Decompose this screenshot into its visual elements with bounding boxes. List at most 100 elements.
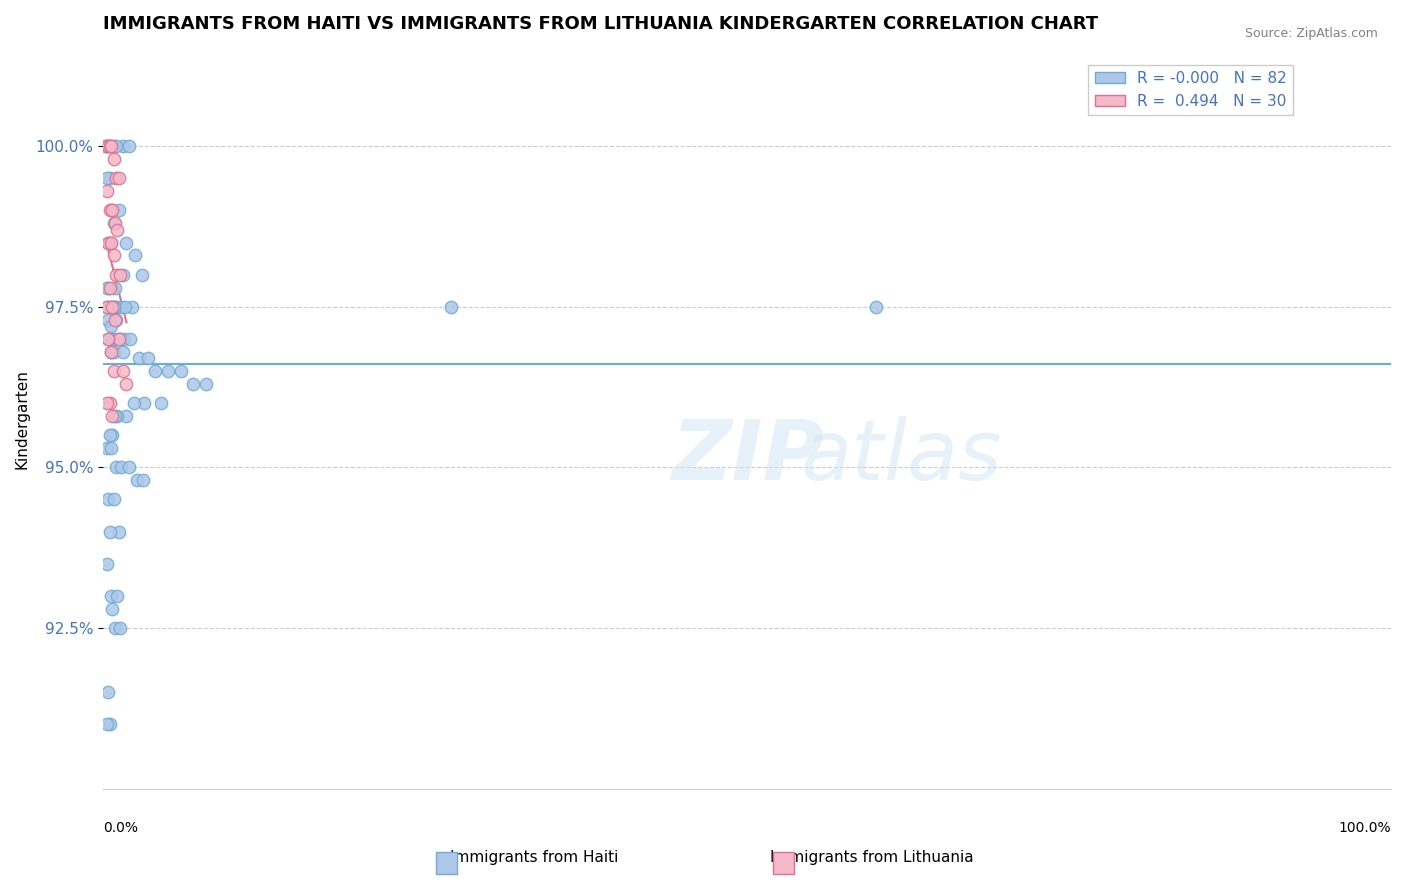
Point xyxy=(100,344,122,359)
Point xyxy=(107,409,129,423)
Point xyxy=(97,235,120,250)
Point xyxy=(96,139,118,153)
Point xyxy=(156,364,179,378)
Point xyxy=(101,203,124,218)
Point xyxy=(100,344,122,359)
Point xyxy=(103,300,125,314)
Point xyxy=(96,280,118,294)
Point xyxy=(115,376,138,391)
Point xyxy=(169,364,191,378)
Point xyxy=(110,460,132,475)
Point xyxy=(103,216,125,230)
Point xyxy=(107,332,129,346)
Point xyxy=(105,312,128,326)
Point xyxy=(108,268,131,282)
Point xyxy=(103,248,125,262)
Point xyxy=(98,332,121,346)
Point xyxy=(96,441,118,455)
Point xyxy=(96,300,118,314)
Text: Source: ZipAtlas.com: Source: ZipAtlas.com xyxy=(1244,27,1378,40)
Point xyxy=(97,492,120,507)
Point xyxy=(103,364,125,378)
Point xyxy=(103,300,125,314)
Point xyxy=(110,300,132,314)
Point xyxy=(122,396,145,410)
Point xyxy=(103,139,125,153)
Point xyxy=(134,396,156,410)
Text: 0.0%: 0.0% xyxy=(103,821,138,835)
Point xyxy=(98,280,121,294)
Point xyxy=(114,300,136,314)
Point xyxy=(105,171,128,186)
Point xyxy=(104,409,127,423)
Point xyxy=(440,300,463,314)
Text: atlas: atlas xyxy=(801,416,1002,497)
Point xyxy=(865,300,887,314)
Point xyxy=(120,332,142,346)
Point xyxy=(112,332,135,346)
Point xyxy=(107,524,129,539)
Point xyxy=(111,344,134,359)
Y-axis label: Kindergarten: Kindergarten xyxy=(15,369,30,469)
Point xyxy=(108,621,131,635)
Point xyxy=(97,685,120,699)
Point xyxy=(115,235,138,250)
Point xyxy=(98,300,121,314)
Point xyxy=(98,396,121,410)
Text: ZIP: ZIP xyxy=(671,416,824,497)
Point xyxy=(111,364,134,378)
Point xyxy=(98,524,121,539)
Point xyxy=(103,492,125,507)
Point xyxy=(103,300,125,314)
Text: 100.0%: 100.0% xyxy=(1339,821,1391,835)
Point xyxy=(100,319,122,334)
Point xyxy=(104,332,127,346)
Point xyxy=(107,203,129,218)
Point xyxy=(100,441,122,455)
Point xyxy=(97,280,120,294)
Point xyxy=(97,235,120,250)
Point xyxy=(104,312,127,326)
Point xyxy=(107,332,129,346)
Point xyxy=(107,223,129,237)
Point xyxy=(150,396,173,410)
Point xyxy=(104,621,127,635)
Point xyxy=(97,332,120,346)
Point xyxy=(101,428,124,442)
Point xyxy=(96,717,118,731)
Point xyxy=(96,300,118,314)
Point xyxy=(98,171,121,186)
Point xyxy=(100,235,122,250)
Point xyxy=(118,460,141,475)
Point xyxy=(125,473,148,487)
Point xyxy=(101,332,124,346)
Point xyxy=(96,557,118,571)
Point xyxy=(101,601,124,615)
Point xyxy=(115,409,138,423)
Point xyxy=(98,717,121,731)
Point xyxy=(104,280,127,294)
Point xyxy=(103,344,125,359)
Point xyxy=(100,235,122,250)
Legend: R = -0.000   N = 82, R =  0.494   N = 30: R = -0.000 N = 82, R = 0.494 N = 30 xyxy=(1088,65,1294,115)
Point xyxy=(96,171,118,186)
Point xyxy=(101,300,124,314)
Point xyxy=(121,300,143,314)
Point xyxy=(195,376,218,391)
Point xyxy=(118,139,141,153)
Point xyxy=(131,268,153,282)
Point xyxy=(98,139,121,153)
Point xyxy=(105,268,128,282)
Point xyxy=(105,460,128,475)
Point xyxy=(107,171,129,186)
Text: Immigrants from Lithuania: Immigrants from Lithuania xyxy=(770,850,973,865)
Point xyxy=(101,203,124,218)
Point xyxy=(138,351,160,366)
Text: IMMIGRANTS FROM HAITI VS IMMIGRANTS FROM LITHUANIA KINDERGARTEN CORRELATION CHAR: IMMIGRANTS FROM HAITI VS IMMIGRANTS FROM… xyxy=(103,15,1098,33)
Point xyxy=(108,332,131,346)
Point xyxy=(104,216,127,230)
Point xyxy=(132,473,155,487)
Point xyxy=(183,376,205,391)
Point xyxy=(96,184,118,198)
Point xyxy=(94,139,117,153)
